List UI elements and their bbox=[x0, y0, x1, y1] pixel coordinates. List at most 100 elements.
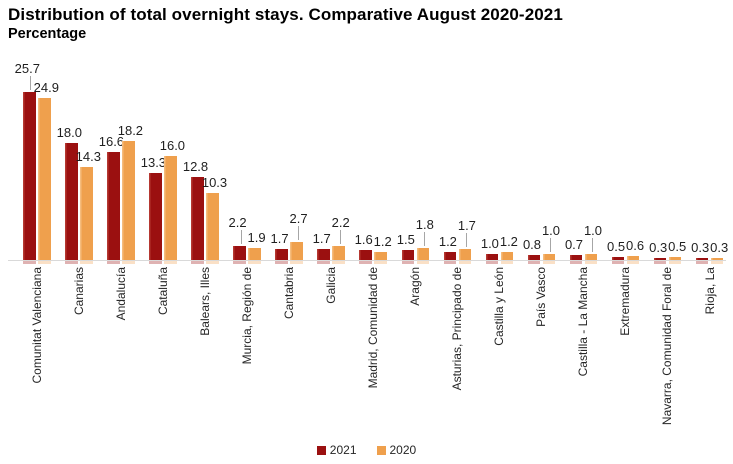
x-axis-label-extremadura: Extremadura bbox=[618, 267, 633, 336]
value-label-2021-andaluc-a: 16.6 bbox=[98, 133, 125, 149]
value-label-2020-catalu-a: 16.0 bbox=[159, 137, 186, 153]
bar-2021-cantabria bbox=[275, 248, 288, 260]
value-label-2021-pa-s-vasco: 0.8 bbox=[522, 236, 542, 252]
bar-stub-2020-arag-n bbox=[416, 261, 430, 264]
x-axis-label-navarra-comunidad-foral-de: Navarra, Comunidad Foral de bbox=[660, 267, 675, 426]
bar-2020-madrid-comunidad-de bbox=[374, 252, 387, 260]
value-label-2020-arag-n: 1.8 bbox=[415, 217, 434, 233]
x-axis-label-andaluc-a: Andalucía bbox=[113, 267, 128, 321]
bar-stub-2020-asturias-principado-de bbox=[458, 261, 472, 264]
chart-subtitle: Percentage bbox=[8, 26, 87, 42]
bar-2020-murcia-regi-n-de bbox=[248, 247, 261, 260]
bar-2021-andaluc-a bbox=[107, 151, 120, 260]
legend-label-2020: 2020 bbox=[389, 443, 417, 457]
bar-2020-andaluc-a bbox=[122, 141, 135, 260]
bar-2021-murcia-regi-n-de bbox=[233, 245, 246, 260]
legend-swatch-2021-icon bbox=[316, 445, 326, 455]
x-axis-label-castilla-y-le-n: Castilla y León bbox=[492, 267, 507, 346]
bar-stub-2021-arag-n bbox=[401, 261, 415, 264]
value-label-2020-castilla-y-le-n: 1.2 bbox=[499, 234, 518, 250]
label-leader-line bbox=[240, 229, 242, 244]
bar-stub-2020-castilla-y-le-n bbox=[500, 261, 514, 264]
value-label-2021-extremadura: 0.5 bbox=[607, 238, 626, 254]
x-axis-label-catalu-a: Cataluña bbox=[155, 267, 170, 316]
value-label-2021-asturias-principado-de: 1.2 bbox=[438, 234, 457, 250]
bar-stub-2020-andaluc-a bbox=[122, 261, 135, 264]
value-label-2021-arag-n: 1.5 bbox=[396, 232, 415, 248]
bar-stub-2021-catalu-a bbox=[149, 261, 162, 264]
bar-stub-2020-murcia-regi-n-de bbox=[248, 261, 261, 264]
value-label-2021-madrid-comunidad-de: 1.6 bbox=[354, 231, 373, 247]
value-label-2020-rioja-la: 0.3 bbox=[710, 240, 729, 255]
x-axis-label-galicia: Galicia bbox=[323, 267, 338, 304]
bar-stub-2021-galicia bbox=[317, 261, 330, 264]
x-axis-label-castilla-la-mancha: Castilla - La Mancha bbox=[576, 267, 591, 377]
bar-stub-2021-comunitat-valenciana bbox=[23, 261, 36, 264]
bar-2021-comunitat-valenciana bbox=[23, 92, 36, 260]
bar-stub-2021-extremadura bbox=[611, 261, 625, 264]
bar-2021-catalu-a bbox=[149, 173, 162, 260]
value-label-2020-madrid-comunidad-de: 1.2 bbox=[373, 234, 392, 250]
legend-label-2021: 2021 bbox=[329, 443, 357, 457]
legend-swatch-2020-icon bbox=[376, 445, 386, 455]
label-leader-line bbox=[465, 232, 467, 247]
bar-stub-2020-castilla-la-mancha bbox=[584, 261, 598, 264]
label-leader-line bbox=[297, 226, 299, 241]
bar-stub-2020-navarra-comunidad-foral-de bbox=[668, 261, 682, 264]
bar-2021-canarias bbox=[65, 142, 78, 260]
bar-2020-castilla-la-mancha bbox=[584, 253, 598, 260]
bar-2020-extremadura bbox=[626, 256, 640, 260]
value-label-2021-murcia-regi-n-de: 2.2 bbox=[228, 214, 247, 230]
value-label-2020-balears-illes: 10.3 bbox=[201, 174, 228, 190]
bar-2020-rioja-la bbox=[710, 258, 724, 260]
value-label-2020-murcia-regi-n-de: 1.9 bbox=[247, 229, 266, 245]
bar-stub-2020-cantabria bbox=[290, 261, 303, 264]
x-axis-label-canarias: Canarias bbox=[71, 267, 86, 316]
value-label-2021-catalu-a: 13.3 bbox=[140, 155, 167, 171]
value-label-2020-galicia: 2.2 bbox=[331, 214, 350, 230]
bar-2020-castilla-y-le-n bbox=[500, 252, 514, 260]
bar-2021-extremadura bbox=[611, 256, 625, 260]
label-leader-line bbox=[423, 232, 425, 247]
bar-2021-balears-illes bbox=[191, 176, 204, 260]
bar-stub-2020-canarias bbox=[80, 261, 93, 264]
bar-2021-arag-n bbox=[401, 250, 415, 260]
value-label-2020-andaluc-a: 18.2 bbox=[117, 123, 144, 139]
bar-stub-2021-pa-s-vasco bbox=[527, 261, 541, 264]
value-label-2021-navarra-comunidad-foral-de: 0.3 bbox=[649, 240, 668, 255]
value-label-2021-castilla-la-mancha: 0.7 bbox=[564, 237, 584, 253]
bar-2021-navarra-comunidad-foral-de bbox=[653, 258, 667, 260]
bar-stub-2021-castilla-y-le-n bbox=[485, 261, 499, 264]
bar-stub-2020-balears-illes bbox=[206, 261, 219, 264]
bar-stub-2021-canarias bbox=[65, 261, 78, 264]
bar-2020-pa-s-vasco bbox=[542, 253, 556, 260]
value-label-2020-canarias: 14.3 bbox=[75, 148, 101, 164]
bar-stub-2021-castilla-la-mancha bbox=[569, 261, 583, 264]
bar-stub-2021-cantabria bbox=[275, 261, 288, 264]
bar-stub-2021-asturias-principado-de bbox=[443, 261, 457, 264]
bar-stub-2020-rioja-la bbox=[710, 261, 724, 264]
x-axis-label-balears-illes: Balears, Illes bbox=[197, 267, 212, 336]
legend: 2021 2020 bbox=[0, 443, 733, 457]
value-label-2020-asturias-principado-de: 1.7 bbox=[457, 217, 476, 233]
x-axis-label-cantabria: Cantabria bbox=[281, 267, 296, 320]
value-label-2021-rioja-la: 0.3 bbox=[691, 240, 710, 255]
bar-stub-2021-balears-illes bbox=[191, 261, 204, 264]
x-axis-line bbox=[8, 260, 726, 261]
value-label-2020-comunitat-valenciana: 24.9 bbox=[33, 79, 59, 95]
bar-2021-rioja-la bbox=[695, 258, 709, 260]
x-axis-label-arag-n: Aragón bbox=[408, 267, 422, 306]
bar-2020-cantabria bbox=[290, 242, 303, 260]
bar-2020-galicia bbox=[332, 245, 345, 260]
bar-2021-madrid-comunidad-de bbox=[359, 249, 372, 260]
label-leader-line bbox=[339, 229, 341, 244]
value-label-2021-galicia: 1.7 bbox=[312, 230, 331, 246]
legend-item-2021: 2021 bbox=[316, 443, 357, 457]
value-label-2020-castilla-la-mancha: 1.0 bbox=[583, 222, 603, 238]
bar-stub-2021-navarra-comunidad-foral-de bbox=[653, 261, 667, 264]
value-label-2020-pa-s-vasco: 1.0 bbox=[541, 222, 561, 238]
x-axis-label-comunitat-valenciana: Comunitat Valenciana bbox=[29, 267, 44, 384]
bar-stub-2020-pa-s-vasco bbox=[542, 261, 556, 264]
bar-2020-catalu-a bbox=[164, 155, 177, 260]
